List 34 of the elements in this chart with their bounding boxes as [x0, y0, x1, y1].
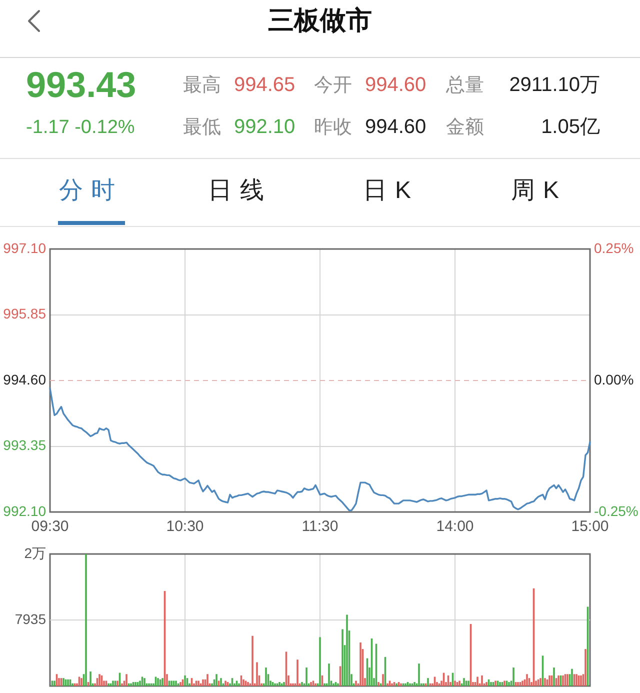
text: 三板做市: [268, 5, 372, 35]
text: 总量: [446, 75, 484, 96]
text: 994.60: [365, 74, 426, 96]
y-tick-label: 997.10: [3, 240, 46, 256]
x-tick-label: 11:30: [302, 518, 338, 536]
text: 日K: [362, 177, 420, 204]
x-tick-label: 14:00: [436, 518, 474, 536]
y2-tick-label: -0.25%: [594, 502, 638, 519]
y-tick-label: 995.85: [3, 306, 46, 322]
text: 994.65: [234, 74, 296, 96]
text: 994.60: [365, 116, 426, 138]
y-tick-label: 992.10: [3, 502, 46, 519]
text: 周K: [510, 177, 568, 204]
text: 2911.10万: [509, 74, 600, 96]
text: 1.05亿: [541, 116, 600, 138]
x-tick-label: 15:00: [571, 518, 609, 536]
text: 今开: [314, 75, 352, 96]
text: 金额: [446, 117, 484, 138]
text: 昨收: [314, 117, 352, 138]
text: 分时: [59, 177, 123, 204]
text: 最低: [183, 117, 221, 138]
text: 992.10: [234, 116, 296, 138]
y-tick-label: 994.60: [3, 371, 46, 388]
text: 最高: [183, 75, 221, 96]
y2-tick-label: 0.00%: [594, 371, 634, 388]
text: 993.43: [26, 64, 136, 105]
x-tick-label: 10:30: [166, 518, 204, 536]
text: -1.17 -0.12%: [26, 117, 135, 138]
x-tick-label: 09:30: [31, 518, 69, 536]
text: 7935: [14, 610, 46, 627]
y-tick-label: 993.35: [3, 437, 46, 454]
text: 2万: [24, 544, 46, 561]
text: 日线: [208, 177, 272, 204]
y2-tick-label: 0.25%: [594, 240, 634, 256]
